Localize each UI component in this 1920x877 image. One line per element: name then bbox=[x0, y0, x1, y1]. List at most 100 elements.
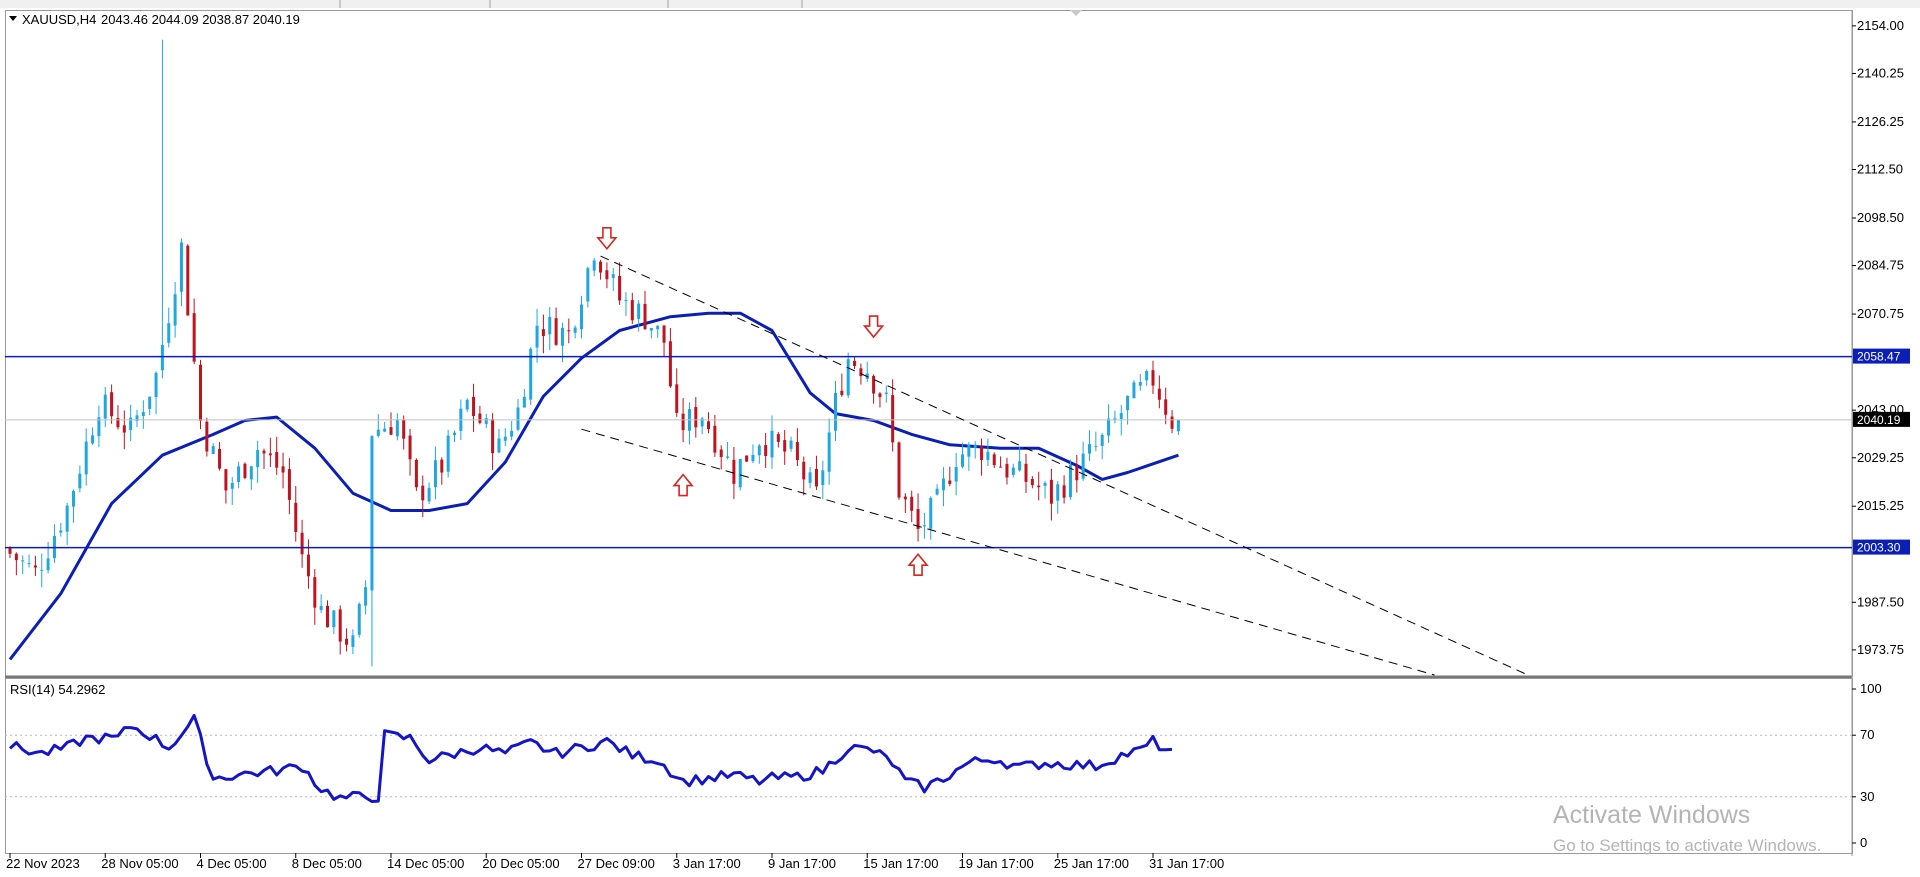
candle-body bbox=[84, 441, 88, 475]
candle-body bbox=[592, 260, 596, 271]
candle-body bbox=[408, 435, 412, 460]
rsi-tick-label: 100 bbox=[1860, 681, 1882, 696]
candle-body bbox=[78, 473, 82, 489]
trendline-dashed[interactable] bbox=[581, 428, 1435, 676]
candle-body bbox=[21, 560, 25, 562]
level-price-label: 2058.47 bbox=[1857, 350, 1901, 364]
price-tick-label: 2112.50 bbox=[1857, 162, 1903, 177]
rsi-line bbox=[8, 713, 1173, 803]
candle-body bbox=[783, 440, 787, 452]
candle-body bbox=[973, 444, 977, 448]
candle-body bbox=[999, 466, 1003, 468]
candle-body bbox=[745, 455, 749, 462]
candle-body bbox=[65, 505, 69, 532]
time-tick-label: 20 Dec 05:00 bbox=[482, 856, 559, 871]
candle-body bbox=[668, 341, 672, 387]
chart-menu-triangle-icon[interactable] bbox=[9, 16, 17, 21]
candle-body bbox=[218, 448, 222, 469]
time-tick-label: 9 Jan 17:00 bbox=[768, 856, 836, 871]
arrow-down-icon[interactable] bbox=[596, 226, 618, 251]
price-scale[interactable]: 2154.00 2140.25 2126.25 2112.50 2098.50 2084.… bbox=[1852, 18, 1904, 657]
candle-body bbox=[268, 453, 272, 456]
candle-body bbox=[1011, 467, 1015, 475]
price-tick-label: 2126.25 bbox=[1857, 114, 1904, 129]
arrow-markers[interactable] bbox=[596, 226, 929, 577]
candle-body bbox=[1151, 370, 1155, 386]
candle-body bbox=[1049, 479, 1053, 504]
horizontal-levels[interactable]: 2058.47 2003.30 2040.19 bbox=[5, 348, 1910, 555]
candle-body bbox=[306, 554, 310, 577]
trendlines[interactable] bbox=[581, 255, 1529, 676]
candle-body bbox=[313, 577, 317, 608]
candle-body bbox=[738, 458, 742, 488]
candle-body bbox=[922, 525, 926, 527]
candle-body bbox=[345, 638, 349, 645]
candle-body bbox=[827, 432, 831, 472]
top-tab-strip bbox=[0, 0, 1920, 8]
candle-body bbox=[681, 413, 685, 431]
candle-body bbox=[414, 459, 418, 488]
candle-body bbox=[59, 530, 63, 533]
candle-body bbox=[643, 303, 647, 330]
candle-body bbox=[1145, 371, 1149, 381]
candle-body bbox=[8, 548, 12, 554]
price-tick-label: 2084.75 bbox=[1857, 258, 1904, 273]
candle-body bbox=[1170, 416, 1174, 429]
candle-body bbox=[516, 407, 520, 430]
candle-body bbox=[903, 496, 907, 500]
candle-body bbox=[376, 429, 380, 436]
candle-body bbox=[986, 451, 990, 460]
time-tick-label: 8 Dec 05:00 bbox=[292, 856, 362, 871]
time-tick-label: 3 Jan 17:00 bbox=[673, 856, 741, 871]
rsi-label: RSI(14) 54.2962 bbox=[10, 682, 105, 697]
scroll-marker-icon[interactable] bbox=[1070, 10, 1082, 16]
candle-body bbox=[1100, 434, 1104, 446]
candle-body bbox=[630, 300, 634, 321]
candle-body bbox=[230, 482, 234, 489]
ohlc-values: 2043.46 2044.09 2038.87 2040.19 bbox=[101, 12, 300, 27]
candle-body bbox=[167, 323, 171, 343]
candle-body bbox=[1164, 399, 1168, 415]
current-price-label: 2040.19 bbox=[1857, 413, 1901, 427]
candle-body bbox=[179, 242, 183, 292]
candle-body bbox=[757, 445, 761, 456]
time-tick-label: 15 Jan 17:00 bbox=[863, 856, 938, 871]
candle-body bbox=[941, 478, 945, 491]
candle-body bbox=[656, 325, 660, 330]
candle-body bbox=[764, 445, 768, 456]
candle-body bbox=[148, 396, 152, 409]
candle-body bbox=[732, 459, 736, 484]
candle-body bbox=[992, 454, 996, 466]
candle-body bbox=[662, 325, 666, 343]
candle-body bbox=[567, 330, 571, 332]
candle-body bbox=[948, 480, 952, 484]
time-scale[interactable]: 22 Nov 2023 28 Nov 05:00 4 Dec 05:00 8 Dec … bbox=[6, 853, 1224, 871]
candle-body bbox=[1113, 418, 1117, 421]
candle-body bbox=[891, 395, 895, 443]
candle-body bbox=[967, 444, 971, 457]
arrow-down-icon[interactable] bbox=[862, 315, 885, 339]
time-tick-label: 14 Dec 05:00 bbox=[387, 856, 464, 871]
candle-body bbox=[726, 456, 730, 458]
candle-body bbox=[383, 428, 387, 432]
activate-windows-title: Activate Windows bbox=[1553, 801, 1750, 829]
candle-body bbox=[46, 558, 50, 571]
candle-body bbox=[1107, 418, 1111, 436]
candle-body bbox=[484, 418, 488, 424]
price-tick-label: 2140.25 bbox=[1857, 65, 1904, 80]
candle-body bbox=[535, 325, 539, 348]
candle-body bbox=[287, 469, 291, 500]
candle-body bbox=[980, 446, 984, 461]
candle-body bbox=[472, 396, 476, 417]
level-price-badge bbox=[1853, 539, 1910, 555]
arrow-up-icon[interactable] bbox=[672, 473, 694, 497]
trendline-dashed[interactable] bbox=[600, 255, 1529, 676]
candle-body bbox=[541, 329, 545, 337]
candle-body bbox=[27, 563, 31, 565]
candle-body bbox=[694, 407, 698, 428]
candle-body bbox=[1138, 382, 1142, 386]
candle-body bbox=[1005, 463, 1009, 478]
arrow-up-icon[interactable] bbox=[907, 552, 929, 577]
candle-body bbox=[789, 440, 793, 449]
